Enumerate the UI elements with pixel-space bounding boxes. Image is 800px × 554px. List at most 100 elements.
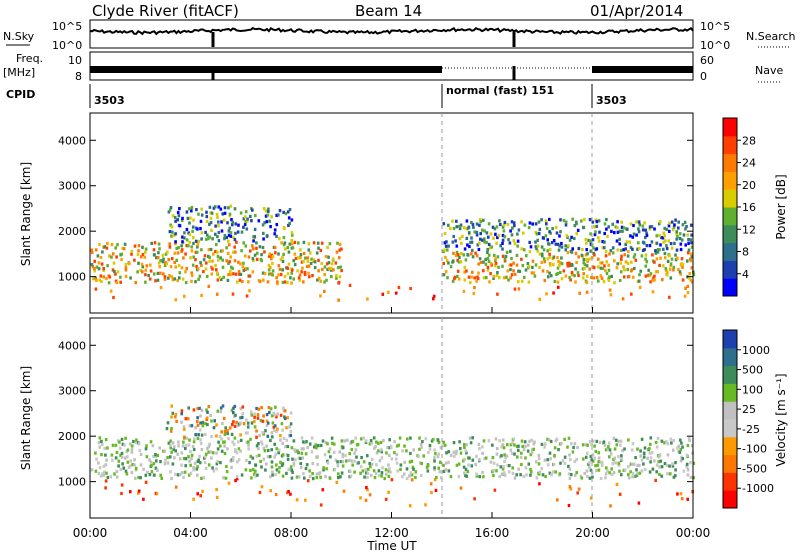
heatmap-cell	[211, 466, 214, 470]
heatmap-cell	[681, 278, 685, 282]
heatmap-cell	[501, 254, 505, 258]
heatmap-cell	[223, 432, 227, 436]
heatmap-cell	[221, 422, 224, 426]
heatmap-cell	[320, 241, 324, 245]
heatmap-cell	[428, 447, 432, 451]
heatmap-cell	[139, 452, 143, 456]
heatmap-cell	[318, 471, 322, 475]
heatmap-cell	[643, 248, 646, 252]
heatmap-cell	[627, 438, 630, 442]
heatmap-cell	[277, 470, 281, 474]
heatmap-cell	[620, 457, 623, 461]
heatmap-cell	[433, 478, 437, 482]
heatmap-cell	[586, 443, 589, 447]
heatmap-cell	[356, 442, 360, 447]
heatmap-cell	[548, 438, 551, 442]
colorbar-tick-label: 8	[742, 246, 749, 259]
heatmap-cell	[268, 252, 271, 256]
heatmap-cell	[456, 269, 460, 273]
heatmap-cell	[610, 274, 613, 278]
heatmap-cell	[186, 417, 190, 421]
heatmap-cell	[665, 270, 669, 274]
heatmap-cell	[615, 239, 619, 243]
heatmap-cell	[341, 446, 345, 450]
heatmap-cell	[130, 470, 134, 475]
heatmap-cell	[606, 234, 609, 238]
heatmap-cell	[198, 461, 202, 465]
heatmap-cell	[222, 476, 225, 480]
heatmap-cell	[192, 218, 195, 222]
heatmap-cell	[589, 454, 593, 459]
heatmap-cell	[141, 265, 145, 269]
heatmap-cell	[517, 280, 520, 284]
heatmap-cell	[233, 404, 237, 408]
heatmap-cell	[129, 459, 132, 463]
heatmap-cell	[195, 265, 198, 269]
heatmap-cell	[319, 475, 322, 479]
heatmap-cell	[173, 260, 176, 265]
heatmap-cell	[273, 442, 276, 446]
heatmap-cell	[620, 454, 623, 458]
heatmap-cell	[335, 274, 338, 278]
heatmap-cell	[315, 472, 319, 476]
heatmap-cell	[548, 230, 551, 234]
heatmap-cell	[207, 284, 211, 288]
heatmap-cell	[469, 441, 473, 445]
heatmap-cell	[486, 247, 489, 252]
heatmap-cell	[476, 243, 480, 247]
heatmap-cell	[470, 275, 473, 279]
heatmap-cell	[589, 232, 592, 236]
heatmap-cell	[216, 250, 219, 254]
heatmap-cell	[220, 229, 224, 233]
heatmap-cell	[613, 281, 616, 285]
heatmap-cell	[330, 441, 334, 445]
heatmap-cell	[563, 455, 567, 459]
heatmap-cell	[668, 253, 671, 257]
heatmap-cell	[519, 455, 523, 459]
heatmap-cell	[167, 258, 170, 262]
heatmap-cell	[586, 474, 589, 479]
heatmap-cell	[588, 476, 592, 480]
heatmap-cell	[418, 436, 421, 440]
heatmap-cell	[485, 231, 489, 235]
colorbar-swatch	[723, 118, 737, 137]
heatmap-cell	[181, 444, 185, 448]
heatmap-cell	[644, 274, 648, 278]
heatmap-cell	[550, 241, 554, 245]
heatmap-cell	[479, 220, 483, 224]
heatmap-cell	[355, 455, 358, 459]
heatmap-cell	[290, 468, 293, 472]
heatmap-cell	[623, 447, 626, 451]
heatmap-cell	[509, 249, 512, 253]
heatmap-cell	[607, 225, 610, 229]
heatmap-cell	[663, 251, 667, 256]
heatmap-cell	[452, 441, 456, 445]
heatmap-cell	[605, 218, 608, 222]
heatmap-cell	[231, 459, 235, 463]
x-tick-label: 08:00	[274, 526, 309, 540]
heatmap-cell	[563, 437, 566, 441]
heatmap-cell	[303, 441, 306, 445]
heatmap-cell	[547, 242, 551, 246]
heatmap-cell	[218, 276, 222, 280]
freq-unit: [MHz]	[3, 66, 35, 79]
heatmap-cell	[339, 475, 342, 479]
heatmap-cell	[501, 233, 505, 238]
heatmap-cell	[276, 282, 279, 286]
heatmap-cell	[502, 276, 506, 280]
heatmap-cell	[688, 438, 691, 442]
heatmap-cell	[234, 449, 237, 454]
heatmap-cell	[266, 421, 270, 425]
heatmap-cell	[134, 476, 137, 480]
heatmap-cell	[188, 207, 191, 211]
heatmap-cell	[329, 268, 333, 272]
heatmap-cell	[508, 464, 511, 468]
heatmap-cell	[232, 406, 235, 410]
heatmap-cell	[454, 254, 458, 258]
heatmap-cell	[679, 272, 682, 276]
heatmap-cell	[292, 461, 296, 465]
heatmap-cell	[180, 249, 183, 254]
heatmap-cell	[394, 291, 398, 295]
heatmap-cell	[672, 448, 675, 452]
